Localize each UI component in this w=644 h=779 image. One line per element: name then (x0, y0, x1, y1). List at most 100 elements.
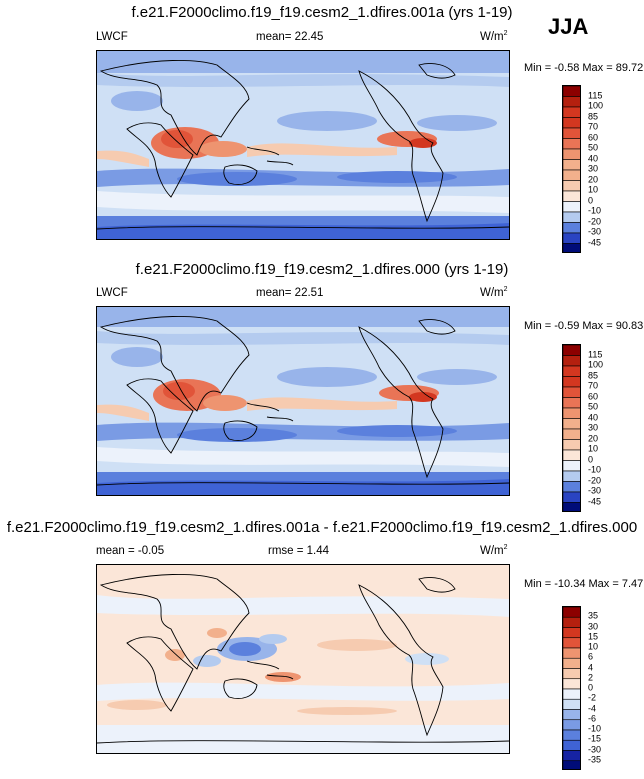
colorbar-swatch (563, 688, 580, 700)
colorbar-tick-label: 30 (588, 422, 599, 433)
colorbar-swatch (563, 106, 580, 118)
colorbar-swatch (563, 481, 580, 493)
panel-1-mean-label: mean= 22.45 (256, 31, 324, 43)
panel-3-minmax: Min = -10.34 Max = 7.47 (524, 578, 644, 590)
colorbar-swatch (563, 729, 580, 741)
panel-3-colorbar-swatches (562, 606, 581, 770)
colorbar-swatch (563, 376, 580, 388)
colorbar-swatch (563, 460, 580, 472)
colorbar-tick-label: 70 (588, 380, 599, 391)
colorbar-tick-label: -45 (588, 237, 602, 247)
panel-2-title: f.e21.F2000climo.f19_f19.cesm2_1.dfires.… (135, 261, 509, 278)
panel-3-rmse-label: rmse = 1.44 (268, 545, 330, 557)
colorbar-tick-label: 85 (588, 111, 599, 121)
panel-2-colorbar-swatches (562, 344, 581, 512)
colorbar-swatch (563, 201, 580, 213)
colorbar-tick-label: 30 (588, 163, 599, 174)
colorbar-tick-label: -30 (588, 226, 602, 237)
colorbar-swatch (563, 243, 580, 252)
colorbar-tick-label: 10 (588, 641, 599, 652)
panel-3-field-plot (97, 565, 509, 753)
colorbar-swatch (563, 698, 580, 710)
colorbar-swatch (563, 190, 580, 202)
colorbar-tick-label: 115 (588, 90, 603, 100)
colorbar-swatch (563, 760, 580, 769)
colorbar-swatch (563, 386, 580, 398)
colorbar-tick-label: 10 (588, 184, 599, 195)
colorbar-swatch (563, 709, 580, 721)
colorbar-tick-label: -30 (588, 485, 602, 496)
panel-3-units: W/m2 (480, 544, 508, 557)
colorbar-tick-label: 0 (588, 454, 594, 464)
colorbar-swatch (563, 428, 580, 440)
colorbar-swatch (563, 211, 580, 223)
season-label: JJA (548, 14, 589, 39)
colorbar-tick-label: 0 (588, 195, 594, 205)
colorbar-swatch (563, 222, 580, 234)
colorbar-swatch (563, 407, 580, 419)
colorbar-tick-label: 15 (588, 631, 599, 642)
colorbar-tick-label: -20 (588, 475, 602, 485)
panel-2-colorbar: 115 100 85 70 60 50 40 30 20 10 0 -10 -20 -30 -45 (562, 344, 603, 512)
colorbar-swatch (563, 449, 580, 461)
panel-3-title: f.e21.F2000climo.f19_f19.cesm2_1.dfires.… (6, 519, 638, 536)
panel-1-colorbar-swatches (562, 85, 581, 253)
colorbar-swatch (563, 138, 580, 150)
colorbar-tick-label: 40 (588, 412, 599, 422)
colorbar-swatch (563, 418, 580, 430)
colorbar-tick-label: 20 (588, 174, 599, 184)
colorbar-swatch (563, 616, 580, 628)
colorbar-tick-label: 4 (588, 662, 594, 672)
colorbar-tick-label: 85 (588, 370, 599, 380)
panel-3-mean-label: mean = -0.05 (96, 545, 165, 557)
colorbar-tick-label: -10 (588, 464, 602, 475)
colorbar-tick-label: -6 (588, 713, 597, 724)
colorbar-tick-label: 50 (588, 142, 599, 153)
colorbar-tick-label: 70 (588, 121, 599, 132)
colorbar-swatch (563, 159, 580, 171)
colorbar-swatch (563, 637, 580, 649)
colorbar-swatch (563, 657, 580, 669)
panel-2-map (96, 306, 510, 496)
colorbar-tick-label: -45 (588, 496, 602, 506)
panel-1-field-plot (97, 51, 509, 239)
colorbar-tick-label: 30 (588, 621, 599, 631)
panel-1-map (96, 50, 510, 240)
colorbar-swatch (563, 365, 580, 377)
colorbar-swatch (563, 678, 580, 690)
colorbar-swatch (563, 169, 580, 181)
panel-1-units: W/m2 (480, 30, 508, 43)
colorbar-swatch (563, 232, 580, 244)
panel-2-units: W/m2 (480, 286, 508, 299)
panel-2-mean-label: mean= 22.51 (256, 287, 324, 299)
colorbar-swatch (563, 719, 580, 731)
colorbar-tick-label: 0 (588, 682, 594, 693)
colorbar-swatch (563, 668, 580, 680)
colorbar-tick-label: 40 (588, 153, 599, 163)
colorbar-tick-label: -4 (588, 703, 597, 713)
colorbar-swatch (563, 96, 580, 108)
colorbar-tick-label: -10 (588, 723, 602, 734)
colorbar-swatch (563, 607, 580, 618)
colorbar-swatch (563, 117, 580, 129)
colorbar-tick-label: 100 (588, 359, 604, 370)
colorbar-tick-label: -15 (588, 733, 602, 744)
colorbar-tick-label: 35 (588, 610, 599, 621)
colorbar-tick-label: 60 (588, 132, 599, 142)
panel-2-variable-label: LWCF (96, 287, 128, 299)
colorbar-tick-label: 2 (588, 672, 594, 683)
colorbar-swatch (563, 439, 580, 451)
colorbar-tick-label: 20 (588, 433, 599, 443)
panel-2-minmax: Min = -0.59 Max = 90.83 (524, 320, 644, 332)
panel-3-map (96, 564, 510, 754)
colorbar-tick-label: 50 (588, 401, 599, 412)
colorbar-tick-label: 60 (588, 391, 599, 401)
colorbar-swatch (563, 127, 580, 139)
colorbar-tick-label: -2 (588, 692, 597, 703)
colorbar-swatch (563, 86, 580, 97)
colorbar-swatch (563, 148, 580, 160)
colorbar-tick-label: -30 (588, 744, 602, 754)
panel-1-minmax: Min = -0.58 Max = 89.72 (524, 62, 644, 74)
panel-1-title: f.e21.F2000climo.f19_f19.cesm2_1.dfires.… (131, 4, 513, 21)
panel-1-colorbar: 115 100 85 70 60 50 40 30 20 10 0 -10 -20 -30 -45 (562, 85, 603, 253)
